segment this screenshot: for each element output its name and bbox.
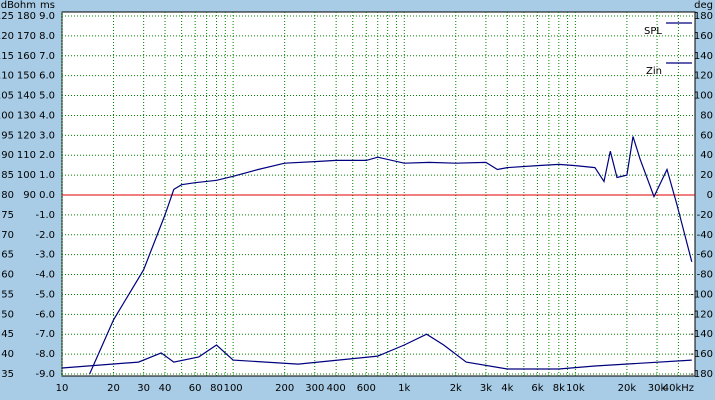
x-tick-label: 6k: [531, 383, 543, 394]
y2-tick-label: 100: [17, 170, 36, 181]
x-tick-label: 100: [224, 383, 243, 394]
y-tick-label: 50: [1, 309, 14, 320]
x-tick-label: 2k: [450, 383, 462, 394]
y4-tick-label: -60: [697, 250, 713, 261]
y2-tick-label: 150: [17, 71, 36, 82]
x-tick-label: 600: [357, 383, 376, 394]
y3-tick-label: -8.0: [35, 349, 55, 360]
y-tick-label: 105: [0, 91, 14, 102]
plot-area: [61, 11, 696, 377]
y4-tick-label: -180: [690, 369, 713, 380]
y4-tick-label: -100: [690, 289, 713, 300]
y3-tick-label: 7.0: [39, 51, 55, 62]
y3-tick-label: -4.0: [35, 270, 55, 281]
y3-tick-label: 3.0: [39, 130, 55, 141]
y2-tick-label: 110: [17, 150, 36, 161]
x-tick-label: 4k: [501, 383, 513, 394]
x-tick-label: 80: [210, 383, 223, 394]
y2-tick-label: 160: [17, 51, 36, 62]
y3-tick-label: 8.0: [39, 31, 55, 42]
x-tick-label: 60: [189, 383, 202, 394]
x-tick-label: 30: [137, 383, 150, 394]
x-tick-label: 300: [305, 383, 324, 394]
y-tick-label: 100: [0, 110, 14, 121]
x-tick-label: 40kHz: [663, 383, 694, 394]
y-tick-label: 60: [1, 270, 14, 281]
x-tick-label: 400: [327, 383, 346, 394]
y3-tick-label: -9.0: [35, 369, 55, 380]
x-tick-label: 20: [107, 383, 120, 394]
series-line: [89, 136, 693, 375]
y3-tick-label: -3.0: [35, 250, 55, 261]
y3-tick-label: 4.0: [39, 110, 55, 121]
y3-tick-label: -7.0: [35, 329, 55, 340]
y2-tick-label: 130: [17, 110, 36, 121]
y2-tick-label: 90: [23, 190, 36, 201]
y-tick-label: 75: [1, 210, 14, 221]
y3-tick-label: 9.0: [39, 11, 55, 22]
y4-tick-label: 100: [694, 91, 713, 102]
y4-tick-label: -80: [697, 270, 713, 281]
x-tick-label: 30k: [648, 383, 667, 394]
y3-tick-label: 5.0: [39, 91, 55, 102]
y-tick-label: 115: [0, 51, 14, 62]
y4-tick-label: -40: [697, 230, 713, 241]
y3-tick-label: -1.0: [35, 210, 55, 221]
series-line: [61, 333, 692, 370]
y4-tick-label: -140: [690, 329, 713, 340]
legend-label: Zin: [646, 66, 662, 77]
y3-tick-label: -5.0: [35, 289, 55, 300]
y3-tick-label: 6.0: [39, 71, 55, 82]
y3-tick-label: 2.0: [39, 150, 55, 161]
y-tick-label: 110: [0, 71, 14, 82]
y-tick-label: 65: [1, 250, 14, 261]
x-tick-label: 3k: [480, 383, 492, 394]
y2-axis-title: ohm: [14, 0, 36, 11]
x-tick-label: 8k: [553, 383, 565, 394]
y4-tick-label: 20: [700, 170, 713, 181]
x-tick-label: 200: [275, 383, 294, 394]
y4-axis-title: deg: [694, 0, 713, 11]
legend-label: SPL: [644, 26, 662, 37]
x-tick-label: 1k: [398, 383, 410, 394]
y4-tick-label: 0: [707, 190, 713, 201]
y-tick-label: 80: [1, 190, 14, 201]
y3-tick-label: -2.0: [35, 230, 55, 241]
y4-tick-label: 40: [700, 150, 713, 161]
y4-tick-label: 180: [694, 11, 713, 22]
y-axis-title: dB: [1, 0, 14, 11]
y-tick-label: 70: [1, 230, 14, 241]
y4-tick-label: 140: [694, 51, 713, 62]
y-tick-label: 85: [1, 170, 14, 181]
y2-tick-label: 170: [17, 31, 36, 42]
y3-tick-label: -6.0: [35, 309, 55, 320]
y4-tick-label: -20: [697, 210, 713, 221]
y4-tick-label: 80: [700, 110, 713, 121]
y-tick-label: 40: [1, 349, 14, 360]
y-tick-label: 90: [1, 150, 14, 161]
y3-axis-title: ms: [40, 0, 55, 11]
y4-tick-label: 120: [694, 71, 713, 82]
y3-tick-label: 0.0: [39, 190, 55, 201]
y4-tick-label: 160: [694, 31, 713, 42]
y-tick-label: 35: [1, 369, 14, 380]
y-tick-label: 45: [1, 329, 14, 340]
x-tick-label: 10: [56, 383, 69, 394]
y-tick-label: 95: [1, 130, 14, 141]
y4-tick-label: 60: [700, 130, 713, 141]
y2-tick-label: 180: [17, 11, 36, 22]
y-tick-label: 120: [0, 31, 14, 42]
x-tick-label: 10k: [566, 383, 585, 394]
x-tick-label: 40: [159, 383, 172, 394]
x-tick-label: 20k: [618, 383, 637, 394]
y2-tick-label: 120: [17, 130, 36, 141]
y3-tick-label: 1.0: [39, 170, 55, 181]
y4-tick-label: -120: [690, 309, 713, 320]
y-tick-label: 125: [0, 11, 14, 22]
y4-tick-label: -160: [690, 349, 713, 360]
y2-tick-label: 140: [17, 91, 36, 102]
y-tick-label: 55: [1, 289, 14, 300]
